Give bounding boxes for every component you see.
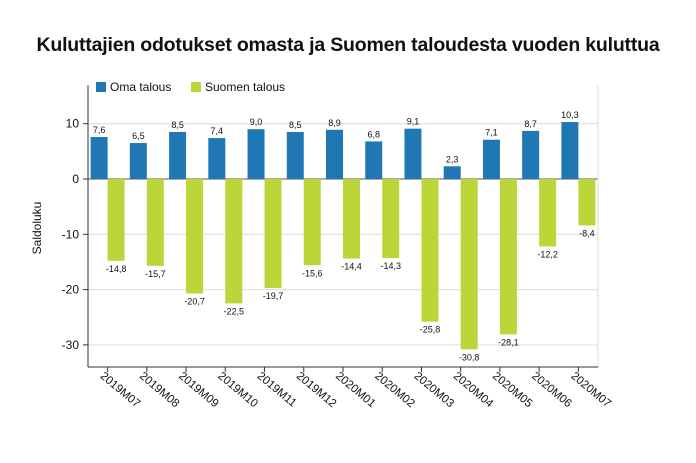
- data-label-oma-talous: 9,0: [250, 117, 263, 127]
- y-axis-label: Saldoluku: [30, 202, 44, 255]
- bar-suomen-talous: [343, 179, 360, 259]
- data-label-suomen-talous: -25,8: [420, 325, 441, 335]
- data-label-oma-talous: 8,5: [171, 120, 184, 130]
- data-label-suomen-talous: -15,7: [145, 269, 166, 279]
- data-label-suomen-talous: -12,2: [537, 249, 558, 259]
- data-label-oma-talous: 2,3: [446, 154, 459, 164]
- data-label-oma-talous: 8,9: [328, 118, 341, 128]
- x-tick-label: 2020M06: [529, 370, 573, 410]
- bar-oma-talous: [365, 141, 383, 179]
- bar-suomen-talous: [225, 179, 243, 304]
- data-label-oma-talous: 8,7: [524, 119, 537, 129]
- chart-title: Kuluttajien odotukset omasta ja Suomen t…: [36, 34, 660, 56]
- data-label-oma-talous: 9,1: [407, 117, 420, 127]
- data-label-suomen-talous: -28,1: [498, 337, 519, 347]
- y-tick-label: 0: [72, 172, 79, 186]
- bar-oma-talous: [90, 136, 108, 179]
- x-tick-label: 2020M07: [568, 370, 612, 410]
- data-label-suomen-talous: -14,8: [106, 264, 127, 274]
- x-tick-label: 2019M12: [294, 370, 338, 410]
- data-label-suomen-talous: -14,3: [380, 261, 401, 271]
- x-tick-label: 2019M10: [215, 370, 259, 410]
- legend-label: Suomen talous: [205, 80, 285, 94]
- data-label-oma-talous: 7,6: [93, 125, 106, 135]
- y-tick-label: -30: [62, 338, 80, 352]
- bar-oma-talous: [208, 138, 226, 179]
- bar-oma-talous: [129, 143, 147, 179]
- bar-suomen-talous: [460, 179, 478, 350]
- data-label-suomen-talous: -8,4: [579, 228, 595, 238]
- data-label-suomen-talous: -20,7: [184, 296, 205, 306]
- data-label-suomen-talous: -19,7: [263, 291, 284, 301]
- legend-swatch: [96, 82, 106, 92]
- data-label-oma-talous: 7,4: [211, 126, 224, 136]
- bar-suomen-talous: [264, 179, 282, 288]
- data-label-suomen-talous: -30,8: [459, 352, 480, 362]
- data-label-oma-talous: 6,5: [132, 131, 145, 141]
- data-label-oma-talous: 6,8: [367, 129, 380, 139]
- y-tick-label: -20: [62, 283, 80, 297]
- bar-oma-talous: [326, 129, 343, 179]
- bar-suomen-talous: [303, 179, 321, 266]
- x-tick-label: 2019M07: [98, 370, 142, 410]
- data-label-suomen-talous: -22,5: [224, 306, 245, 316]
- x-tick-label: 2020M03: [412, 370, 456, 410]
- data-labels: 7,6 -14,8 6,5 -15,7 8,5 -20,7 7,4 -22,5 9,0 -19,7…: [93, 110, 595, 362]
- x-tick-label: 2020M04: [451, 370, 496, 410]
- legend: Oma talous Suomen talous: [96, 80, 285, 94]
- bar-suomen-talous: [146, 179, 164, 266]
- legend-label: Oma talous: [110, 80, 171, 94]
- bar-suomen-talous: [186, 179, 204, 294]
- data-label-suomen-talous: -14,4: [341, 262, 362, 272]
- x-tick-label: 2019M11: [255, 370, 299, 409]
- x-tick-label: 2020M05: [490, 370, 534, 410]
- legend-swatch: [191, 82, 201, 92]
- bar-oma-talous: [286, 132, 304, 179]
- data-label-oma-talous: 8,5: [289, 120, 302, 130]
- bar-oma-talous: [522, 130, 540, 179]
- bar-oma-talous: [443, 166, 461, 179]
- data-label-oma-talous: 7,1: [485, 128, 498, 138]
- x-tick-label: 2020M01: [333, 370, 377, 410]
- bar-suomen-talous: [578, 179, 596, 226]
- bar-suomen-talous: [539, 179, 557, 247]
- bar-suomen-talous: [107, 179, 125, 261]
- y-tick-label: 10: [66, 117, 80, 131]
- x-tick-label: 2019M09: [176, 370, 220, 410]
- y-tick-label: -10: [62, 227, 80, 241]
- x-tick-label: 2019M08: [137, 370, 181, 410]
- bar-oma-talous: [247, 129, 265, 179]
- data-label-suomen-talous: -15,6: [302, 268, 323, 278]
- bar-oma-talous: [561, 122, 579, 179]
- bar-oma-talous: [482, 139, 500, 179]
- bar-suomen-talous: [382, 179, 400, 259]
- bars: [90, 122, 596, 350]
- bar-suomen-talous: [421, 179, 439, 322]
- bar-oma-talous: [404, 128, 422, 179]
- bar-oma-talous: [169, 132, 187, 179]
- bar-suomen-talous: [499, 179, 517, 335]
- x-tick-label: 2020M02: [372, 370, 416, 410]
- data-label-oma-talous: 10,3: [561, 110, 579, 120]
